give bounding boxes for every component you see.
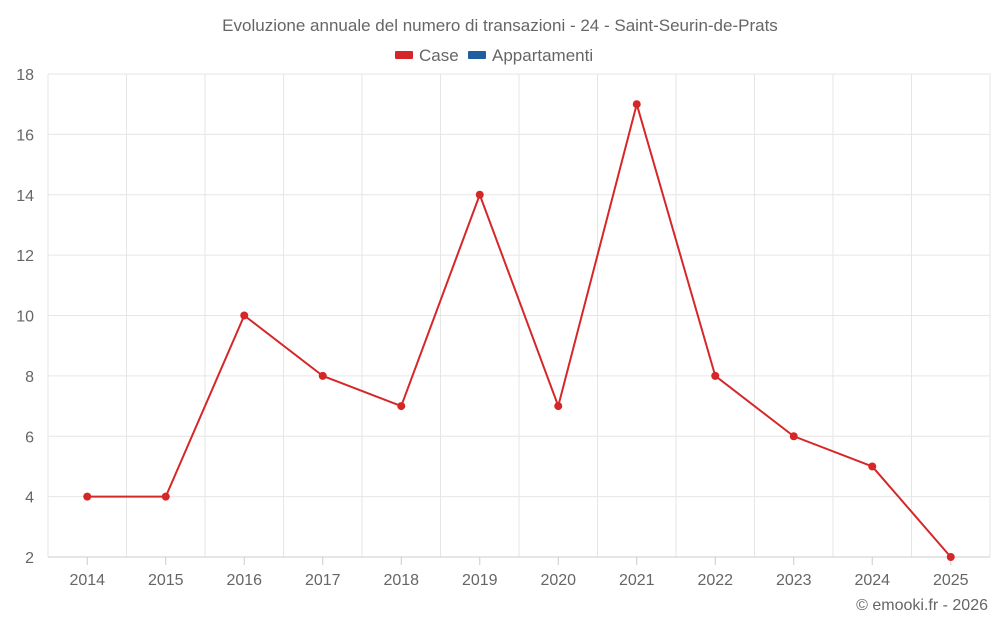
series-line-case (86, 103, 952, 558)
x-tick-label: 2023 (776, 572, 812, 589)
y-tick-label: 10 (16, 309, 34, 326)
data-point[interactable] (554, 402, 563, 411)
grid (47, 73, 991, 557)
data-point[interactable] (632, 100, 641, 109)
data-point[interactable] (83, 492, 92, 501)
legend-item-case[interactable]: Case (395, 46, 459, 65)
legend-label-appartamenti: Appartamenti (492, 46, 593, 65)
y-tick-label: 8 (25, 369, 34, 386)
chart-title: Evoluzione annuale del numero di transaz… (222, 16, 778, 35)
y-tick-label: 4 (25, 490, 34, 507)
series (83, 100, 955, 561)
x-tick-label: 2015 (148, 572, 184, 589)
y-tick-label: 14 (16, 188, 34, 205)
x-tick-label: 2019 (462, 572, 498, 589)
legend-swatch-case (395, 51, 413, 59)
legend-swatch-appartamenti (468, 51, 486, 59)
data-point[interactable] (475, 190, 484, 199)
y-tick-label: 12 (16, 248, 34, 265)
data-point[interactable] (711, 371, 720, 380)
data-point[interactable] (946, 553, 955, 561)
data-point[interactable] (240, 311, 249, 320)
y-tick-label: 18 (16, 67, 34, 84)
x-tick-label: 2014 (69, 572, 105, 589)
y-tick-label: 16 (16, 127, 34, 144)
x-tick-label: 2024 (854, 572, 890, 589)
x-tick-label: 2017 (305, 572, 341, 589)
x-tick-label: 2018 (383, 572, 419, 589)
legend: Case Appartamenti (395, 46, 593, 65)
data-point[interactable] (161, 492, 170, 501)
legend-label-case: Case (419, 46, 459, 65)
y-tick-label: 2 (25, 550, 34, 567)
x-tick-label: 2020 (540, 572, 576, 589)
axes: 2 4 6 8 10 12 14 16 18 2014 2015 2016 2017 2018 2019 20… (16, 67, 990, 589)
legend-item-appartamenti[interactable]: Appartamenti (468, 46, 593, 65)
x-tick-label: 2025 (933, 572, 969, 589)
data-point[interactable] (318, 371, 327, 380)
x-tick-label: 2021 (619, 572, 655, 589)
credit-text: © emooki.fr - 2026 (856, 597, 988, 614)
data-point[interactable] (789, 432, 798, 441)
data-point[interactable] (868, 462, 877, 471)
data-point[interactable] (397, 402, 406, 411)
y-tick-label: 6 (25, 429, 34, 446)
x-tick-label: 2016 (226, 572, 262, 589)
x-tick-label: 2022 (697, 572, 733, 589)
